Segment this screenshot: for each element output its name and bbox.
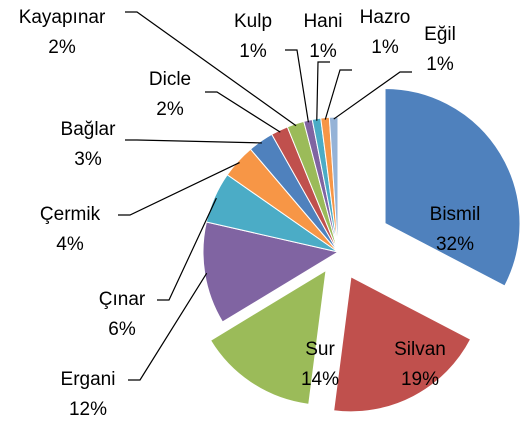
slice-label: Eğil (424, 24, 456, 45)
slice-value-label: 1% (371, 37, 399, 58)
slice-value-label: 19% (401, 369, 439, 390)
leader-line (157, 197, 217, 301)
leader-line (128, 272, 208, 381)
slice-label: Bağlar (61, 119, 117, 140)
leader-line (125, 11, 297, 127)
slice-value-label: 6% (108, 319, 136, 340)
slice-label: Hani (303, 11, 342, 32)
slice-value-label: 2% (48, 37, 76, 58)
leader-line (285, 49, 309, 123)
pie-slice (328, 116, 339, 253)
slice-label: Çermik (40, 204, 101, 225)
slice-value-label: 3% (74, 149, 102, 170)
leader-line (125, 139, 262, 144)
slice-value-label: 1% (239, 41, 267, 62)
leader-line (316, 61, 330, 121)
leader-line (333, 71, 412, 120)
slice-label: Kayapınar (19, 7, 106, 28)
slice-label: Kulp (234, 11, 272, 32)
pie-slice (209, 269, 327, 405)
slice-label: Silvan (394, 339, 446, 360)
slice-label: Çınar (99, 289, 146, 310)
slice-value-label: 1% (426, 54, 454, 75)
pie-slice (384, 87, 521, 287)
pie-slice (333, 276, 472, 413)
pie-slice (202, 221, 340, 323)
slice-value-label: 14% (301, 369, 339, 390)
leader-line (324, 69, 352, 120)
slice-label: Hazro (360, 7, 411, 28)
slice-label: Dicle (149, 69, 191, 90)
leader-line (205, 91, 281, 133)
slice-value-label: 12% (69, 399, 107, 420)
slice-value-label: 1% (309, 41, 337, 62)
slice-label: Bismil (430, 204, 481, 225)
slice-value-label: 32% (436, 234, 474, 255)
slice-label: Ergani (61, 369, 116, 390)
leader-line (118, 162, 240, 216)
slice-value-label: 4% (56, 234, 84, 255)
slice-label: Sur (305, 339, 335, 360)
slice-value-label: 2% (156, 99, 184, 120)
